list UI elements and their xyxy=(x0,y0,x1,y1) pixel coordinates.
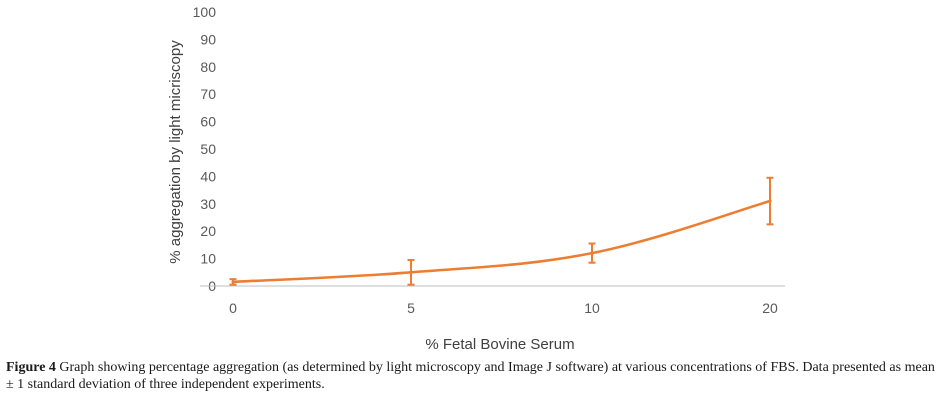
y-tick-label: 40 xyxy=(200,168,216,184)
error-bar xyxy=(229,278,237,286)
data-point xyxy=(590,251,594,255)
line-chart: 0 10 20 30 40 50 60 70 80 90 100 0 5 10 20 % Fetal Bo… xyxy=(167,4,785,353)
x-axis-ticks: 0 5 10 20 xyxy=(229,300,778,316)
x-tick-label: 5 xyxy=(407,300,415,316)
data-point xyxy=(409,270,413,274)
data-point xyxy=(768,199,772,203)
x-axis-title: % Fetal Bovine Serum xyxy=(425,336,574,353)
x-tick-label: 0 xyxy=(229,300,237,316)
data-point xyxy=(231,280,235,284)
y-tick-label: 90 xyxy=(200,31,216,47)
error-bar xyxy=(588,242,596,264)
y-tick-label: 70 xyxy=(200,86,216,102)
caption-label: Figure 4 xyxy=(6,360,56,375)
x-tick-label: 20 xyxy=(762,300,778,316)
caption-text: Graph showing percentage aggregation (as… xyxy=(6,360,935,392)
figure-caption: Figure 4 Graph showing percentage aggreg… xyxy=(6,359,946,393)
y-tick-label: 10 xyxy=(200,251,216,267)
y-tick-label: 100 xyxy=(193,4,217,20)
error-bar xyxy=(407,258,415,286)
error-bar xyxy=(766,176,774,226)
y-tick-label: 20 xyxy=(200,223,216,239)
series-group xyxy=(229,176,774,286)
y-tick-label: 50 xyxy=(200,141,216,157)
y-tick-label: 80 xyxy=(200,59,216,75)
x-tick-label: 10 xyxy=(584,300,600,316)
y-axis-title: % aggregation by light micriscopy xyxy=(167,40,184,264)
y-tick-label: 30 xyxy=(200,196,216,212)
y-tick-label: 60 xyxy=(200,114,216,130)
series-line xyxy=(231,199,772,284)
